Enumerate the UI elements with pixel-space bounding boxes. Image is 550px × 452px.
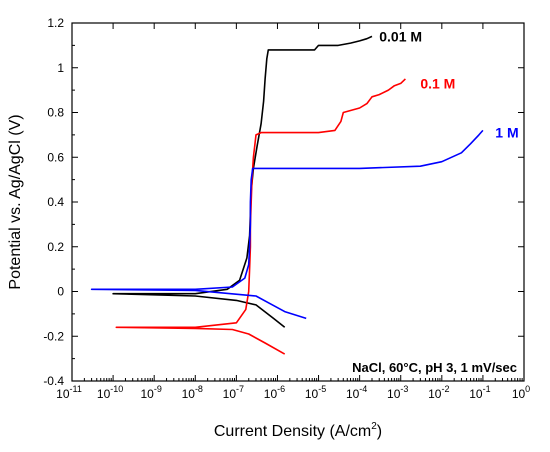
x-tick-exponent: -2 [441,384,449,394]
x-tick-label: 10-1 [469,384,490,401]
x-tick-exponent: -9 [154,384,162,394]
x-tick-exponent: -10 [110,384,123,394]
y-tick-label: 1 [57,61,64,75]
series-layer [90,35,484,355]
series-line-1 [112,35,373,328]
y-tick-label: 0.6 [47,150,64,164]
y-tick-label: 0.2 [47,240,64,254]
x-tick-base: 10 [97,387,111,401]
x-tick-exponent: -7 [236,384,244,394]
x-tick-label: 10-11 [56,384,82,401]
series-label-1: 0.01 M [379,28,422,44]
y-tick-label: -0.4 [43,374,64,388]
x-tick-exponent: -5 [318,384,326,394]
x-axis-title-main: Current Density (A/cm [214,423,371,440]
x-tick-label: 100 [512,384,530,401]
y-tick-label: 0.4 [47,195,64,209]
y-axis-title: Potential vs. Ag/AgCl (V) [7,114,24,289]
x-tick-base: 10 [387,387,401,401]
series-line-3 [90,129,484,320]
x-tick-label: 10-3 [387,384,408,401]
x-tick-base: 10 [223,387,237,401]
x-tick-exponent: -1 [483,384,491,394]
x-tick-label: 10-7 [223,384,244,401]
x-axis-title-sup: 2 [371,421,377,432]
x-tick-base: 10 [264,387,278,401]
series-label-2: 0.1 M [420,75,455,91]
x-tick-label: 10-4 [346,384,367,401]
y-tick-label: 1.2 [47,16,64,30]
x-tick-base: 10 [428,387,442,401]
series-label-3: 1 M [495,125,518,141]
x-tick-label: 10-6 [264,384,285,401]
y-tick-label: 0 [57,285,64,299]
x-tick-exponent: 0 [525,384,530,394]
x-axis-title: Current Density (A/cm2) [214,421,382,440]
x-tick-base: 10 [140,387,154,401]
x-tick-base: 10 [56,387,70,401]
x-tick-label: 10-8 [182,384,203,401]
x-tick-base: 10 [346,387,360,401]
x-tick-exponent: -8 [195,384,203,394]
y-tick-label: 0.8 [47,106,64,120]
x-tick-base: 10 [182,387,196,401]
x-tick-exponent: -6 [277,384,285,394]
x-tick-exponent: -4 [359,384,367,394]
tick-layer: 10-11 10-10 10-9 10-8 10-7 10-6 10-5 10-4 10-3 10… [43,16,530,401]
y-tick-label: -0.2 [43,329,64,343]
x-tick-label: 10-2 [428,384,449,401]
x-tick-label: 10-10 [97,384,123,401]
x-tick-exponent: -3 [400,384,408,394]
x-axis-title-tail: ) [377,423,382,440]
label-layer: 0.01 M 0.1 M 1 M [379,28,518,140]
conditions-annotation: NaCl, 60°C, pH 3, 1 mV/sec [352,360,517,375]
x-tick-label: 10-9 [140,384,161,401]
x-tick-base: 10 [305,387,319,401]
x-tick-base: 10 [469,387,483,401]
x-tick-exponent: -11 [70,384,82,394]
x-tick-base: 10 [512,387,526,401]
x-tick-label: 10-5 [305,384,326,401]
